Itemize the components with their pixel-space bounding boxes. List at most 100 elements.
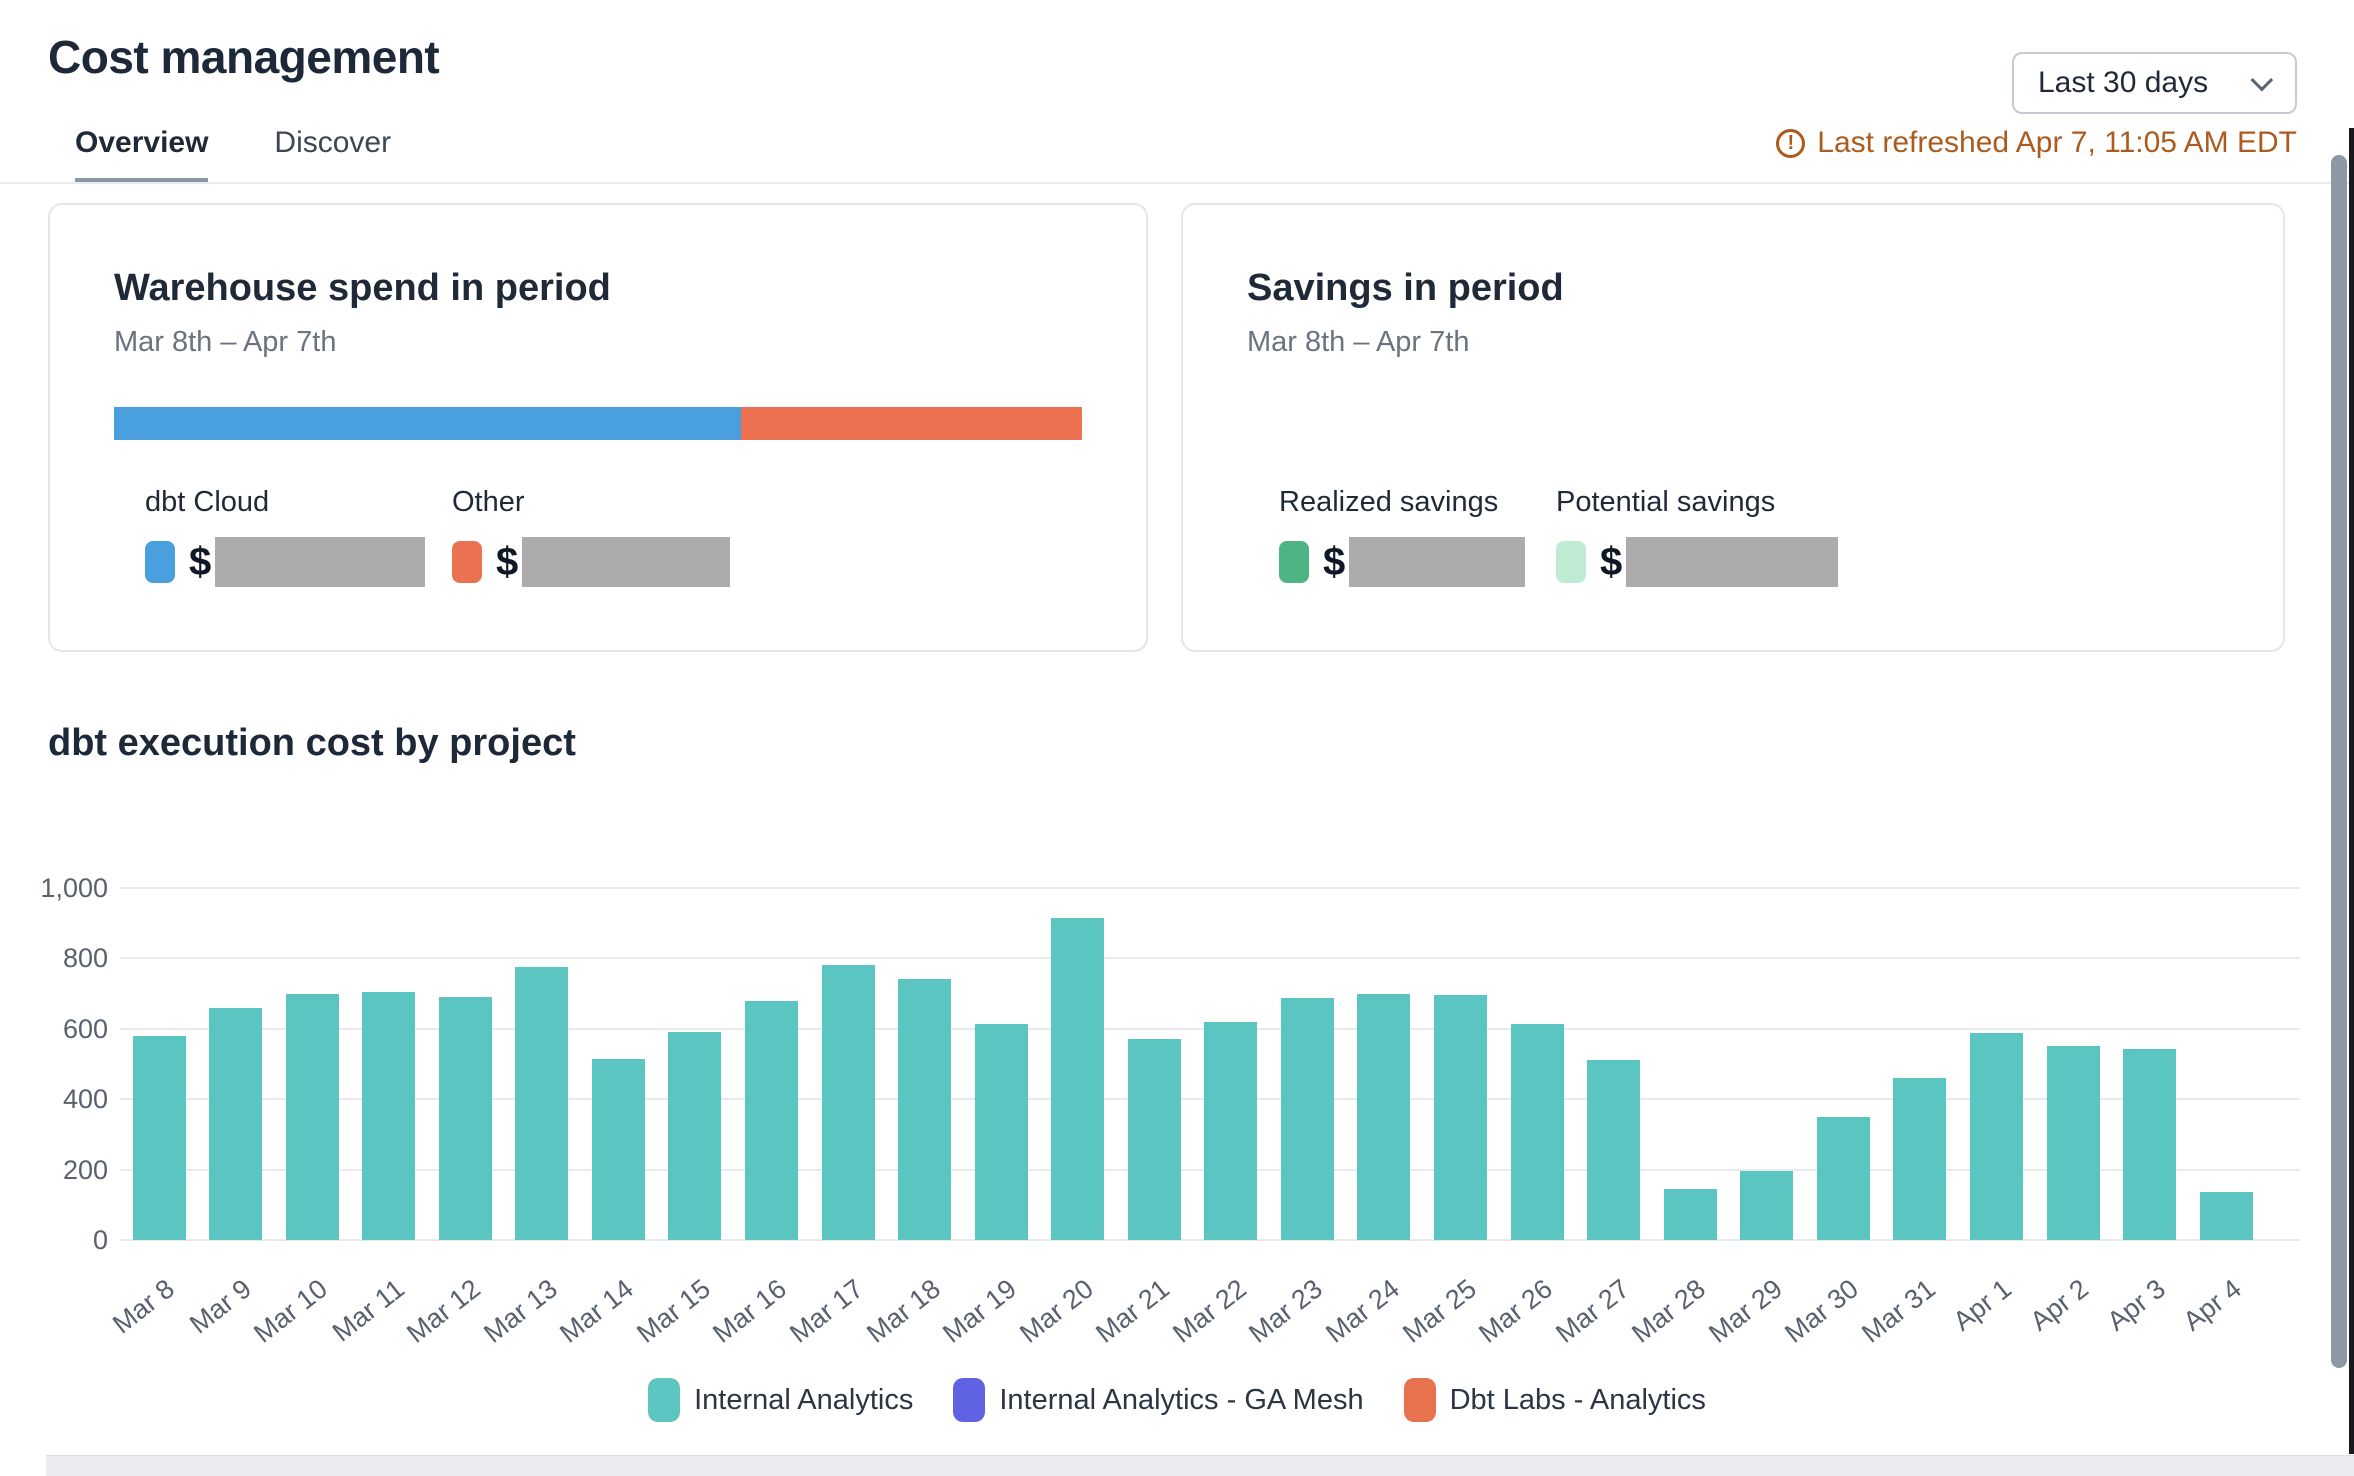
x-axis-tick-label: Mar 14 (554, 1273, 640, 1349)
y-axis-tick-label: 800 (62, 943, 108, 974)
chart-legend-label: Internal Analytics (694, 1383, 914, 1416)
x-axis-tick-label: Mar 13 (478, 1273, 563, 1349)
other-swatch (452, 541, 482, 583)
x-axis-tick-label: Mar 15 (631, 1273, 716, 1349)
x-axis-tick-label: Mar 22 (1167, 1273, 1252, 1349)
dbt-cloud-swatch (145, 541, 175, 583)
ga-mesh-swatch (953, 1378, 986, 1422)
vertical-scrollbar-thumb[interactable] (2331, 155, 2347, 1368)
chevron-down-icon (2250, 68, 2274, 92)
x-axis-tick-label: Mar 10 (248, 1273, 334, 1349)
x-axis-tick-label: Mar 23 (1243, 1273, 1329, 1349)
chart-legend-item-dbt-labs-analytics[interactable]: Dbt Labs - Analytics (1403, 1378, 1706, 1422)
currency-symbol: $ (1600, 539, 1623, 584)
horizontal-scrollbar-track[interactable] (46, 1455, 2354, 1476)
chart-bar-apr-3[interactable] (2123, 1048, 2177, 1240)
x-axis-tick-label: Mar 25 (1396, 1273, 1482, 1349)
savings-card: Savings in period Mar 8th – Apr 7th Real… (1181, 203, 2285, 652)
chart-bar-mar-24[interactable] (1357, 994, 1411, 1240)
chart-legend-item-internal-analytics[interactable]: Internal Analytics (648, 1378, 913, 1422)
x-axis-tick-label: Mar 31 (1856, 1273, 1941, 1349)
tab-bar: Overview Discover (75, 126, 391, 183)
y-gridline (120, 1239, 2300, 1241)
chart-bar-mar-25[interactable] (1434, 995, 1488, 1240)
warehouse-spend-card: Warehouse spend in period Mar 8th – Apr … (48, 203, 1148, 652)
chart-bar-mar-15[interactable] (668, 1031, 722, 1240)
chart-bar-apr-2[interactable] (2046, 1045, 2100, 1240)
x-axis-tick-label: Mar 9 (183, 1273, 257, 1340)
chart-bar-mar-19[interactable] (974, 1023, 1028, 1240)
x-axis-tick-label: Mar 29 (1702, 1273, 1788, 1349)
chart-bar-mar-8[interactable] (132, 1035, 186, 1240)
chart-bar-mar-22[interactable] (1204, 1021, 1258, 1240)
chart-bar-apr-1[interactable] (1969, 1033, 2023, 1240)
x-axis-tick-label: Mar 28 (1626, 1273, 1712, 1349)
chart-bar-mar-16[interactable] (744, 1000, 798, 1240)
chart-bar-mar-20[interactable] (1051, 917, 1105, 1240)
legend-item-realized-savings: Realized savings $ (1279, 486, 1556, 587)
warehouse-spend-stacked-bar (114, 407, 1082, 440)
x-axis-tick-label: Mar 30 (1779, 1273, 1865, 1349)
chart-bar-mar-10[interactable] (285, 993, 339, 1240)
currency-symbol: $ (496, 539, 519, 584)
chart-bar-mar-18[interactable] (898, 978, 952, 1240)
x-axis-tick-label: Mar 8 (107, 1273, 180, 1340)
chart-bar-mar-21[interactable] (1127, 1038, 1181, 1240)
execution-cost-chart: Internal Analytics Internal Analytics - … (0, 850, 2354, 1422)
y-gridline (120, 887, 2300, 889)
x-axis-tick-label: Mar 19 (937, 1273, 1023, 1349)
header-divider (0, 182, 2354, 184)
chart-legend-item-ga-mesh[interactable]: Internal Analytics - GA Mesh (953, 1378, 1364, 1422)
x-axis-tick-label: Mar 21 (1090, 1273, 1176, 1349)
warehouse-legend: dbt Cloud $ Other $ (114, 486, 1082, 587)
legend-item-potential-savings: Potential savings $ (1556, 486, 1839, 587)
legend-label: Potential savings (1556, 486, 1776, 518)
redacted-value (1349, 537, 1526, 587)
x-axis-tick-label: Apr 2 (2024, 1273, 2094, 1337)
chart-bar-mar-9[interactable] (209, 1007, 263, 1240)
chart-bar-mar-12[interactable] (438, 997, 492, 1240)
currency-symbol: $ (1323, 539, 1346, 584)
x-axis-tick-label: Apr 4 (2177, 1273, 2248, 1337)
x-axis-tick-label: Mar 18 (860, 1273, 946, 1349)
chart-legend: Internal Analytics Internal Analytics - … (0, 1378, 2354, 1422)
chart-bar-mar-11[interactable] (362, 991, 416, 1240)
period-select-dropdown[interactable]: Last 30 days (2012, 52, 2297, 114)
last-refreshed-status: ! Last refreshed Apr 7, 11:05 AM EDT (1776, 126, 2297, 160)
chart-bar-mar-30[interactable] (1816, 1116, 1870, 1240)
legend-label: dbt Cloud (145, 486, 270, 518)
chart-bar-apr-4[interactable] (2199, 1192, 2253, 1240)
chart-plot (120, 887, 2300, 1241)
chart-bar-mar-23[interactable] (1280, 998, 1334, 1240)
chart-bar-mar-31[interactable] (1893, 1078, 1947, 1240)
period-select-value: Last 30 days (2038, 66, 2209, 99)
chart-bar-mar-14[interactable] (591, 1058, 645, 1240)
x-axis-tick-label: Mar 16 (707, 1273, 793, 1349)
warehouse-date-range: Mar 8th – Apr 7th (114, 326, 337, 358)
chart-legend-label: Dbt Labs - Analytics (1449, 1383, 1706, 1416)
chart-bar-mar-26[interactable] (1510, 1024, 1564, 1240)
y-axis-tick-label: 1,000 (40, 873, 108, 903)
chart-bar-mar-29[interactable] (1740, 1170, 1794, 1240)
chart-bar-mar-27[interactable] (1587, 1060, 1641, 1240)
chart-bar-mar-13[interactable] (515, 967, 569, 1240)
tab-discover[interactable]: Discover (274, 126, 392, 159)
legend-label: Other (452, 486, 525, 518)
x-axis-tick-label: Mar 20 (1013, 1273, 1099, 1349)
y-axis-tick-label: 400 (62, 1084, 108, 1115)
x-axis-tick-label: Apr 1 (1948, 1273, 2018, 1337)
x-axis-tick-label: Mar 12 (401, 1273, 487, 1349)
dbt-labs-analytics-swatch (1403, 1378, 1436, 1422)
chart-bar-mar-17[interactable] (821, 965, 875, 1240)
x-axis-tick-label: Mar 11 (326, 1273, 410, 1348)
redacted-value (1626, 537, 1839, 587)
x-axis-tick-label: Mar 17 (784, 1273, 869, 1349)
chart-bar-mar-28[interactable] (1663, 1188, 1717, 1240)
warehouse-card-title: Warehouse spend in period (114, 267, 611, 309)
stacked-bar-other-segment (741, 407, 1082, 440)
currency-symbol: $ (189, 539, 212, 584)
legend-item-other: Other $ (452, 486, 731, 587)
tab-overview[interactable]: Overview (75, 126, 209, 183)
savings-legend: Realized savings $ Potential savings $ (1247, 486, 2219, 587)
redacted-value (215, 537, 426, 587)
